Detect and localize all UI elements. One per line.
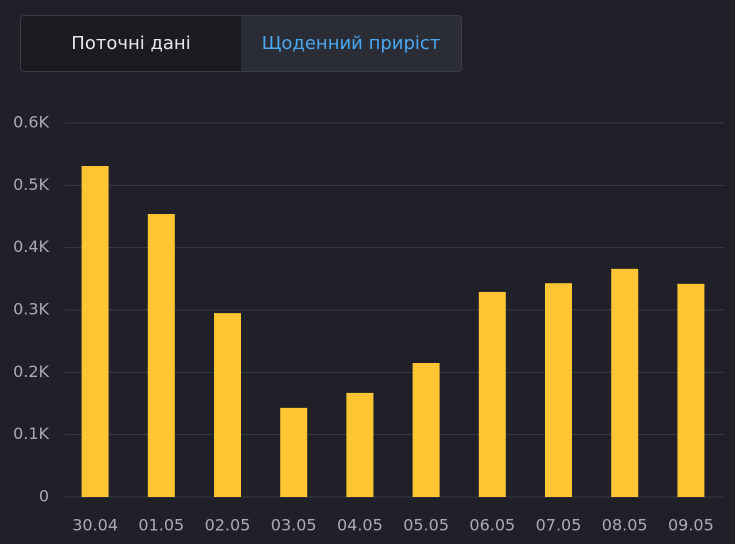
bar	[346, 392, 374, 497]
y-tick-label: 0.3K	[13, 300, 49, 319]
x-tick-label: 07.05	[536, 516, 582, 535]
x-tick-label: 02.05	[205, 516, 251, 535]
x-tick-label: 09.05	[668, 516, 714, 535]
bar	[280, 407, 308, 497]
y-tick-label: 0.5K	[13, 175, 49, 194]
tab[interactable]: Щоденний приріст	[241, 16, 461, 71]
x-tick-label: 01.05	[138, 516, 184, 535]
y-tick-label: 0.2K	[13, 362, 49, 381]
y-tick-label: 0	[39, 487, 49, 506]
y-tick-label: 0.4K	[13, 237, 49, 256]
bar	[214, 313, 241, 497]
bar	[478, 291, 506, 497]
bar	[677, 283, 705, 497]
y-tick-label: 0.1K	[13, 424, 49, 443]
x-tick-label: 03.05	[271, 516, 317, 535]
x-tick-label: 06.05	[469, 516, 515, 535]
tab-bar: Поточні дані Щоденний приріст	[20, 15, 462, 72]
x-tick-label: 05.05	[403, 516, 449, 535]
bar	[412, 362, 440, 497]
bar	[545, 283, 572, 497]
bar	[611, 268, 639, 497]
bar	[147, 214, 175, 498]
y-tick-label: 0.6K	[13, 113, 49, 132]
tab[interactable]: Поточні дані	[21, 16, 241, 71]
bar	[81, 166, 109, 497]
x-tick-label: 30.04	[72, 516, 118, 535]
x-tick-label: 04.05	[337, 516, 383, 535]
x-tick-label: 08.05	[602, 516, 648, 535]
